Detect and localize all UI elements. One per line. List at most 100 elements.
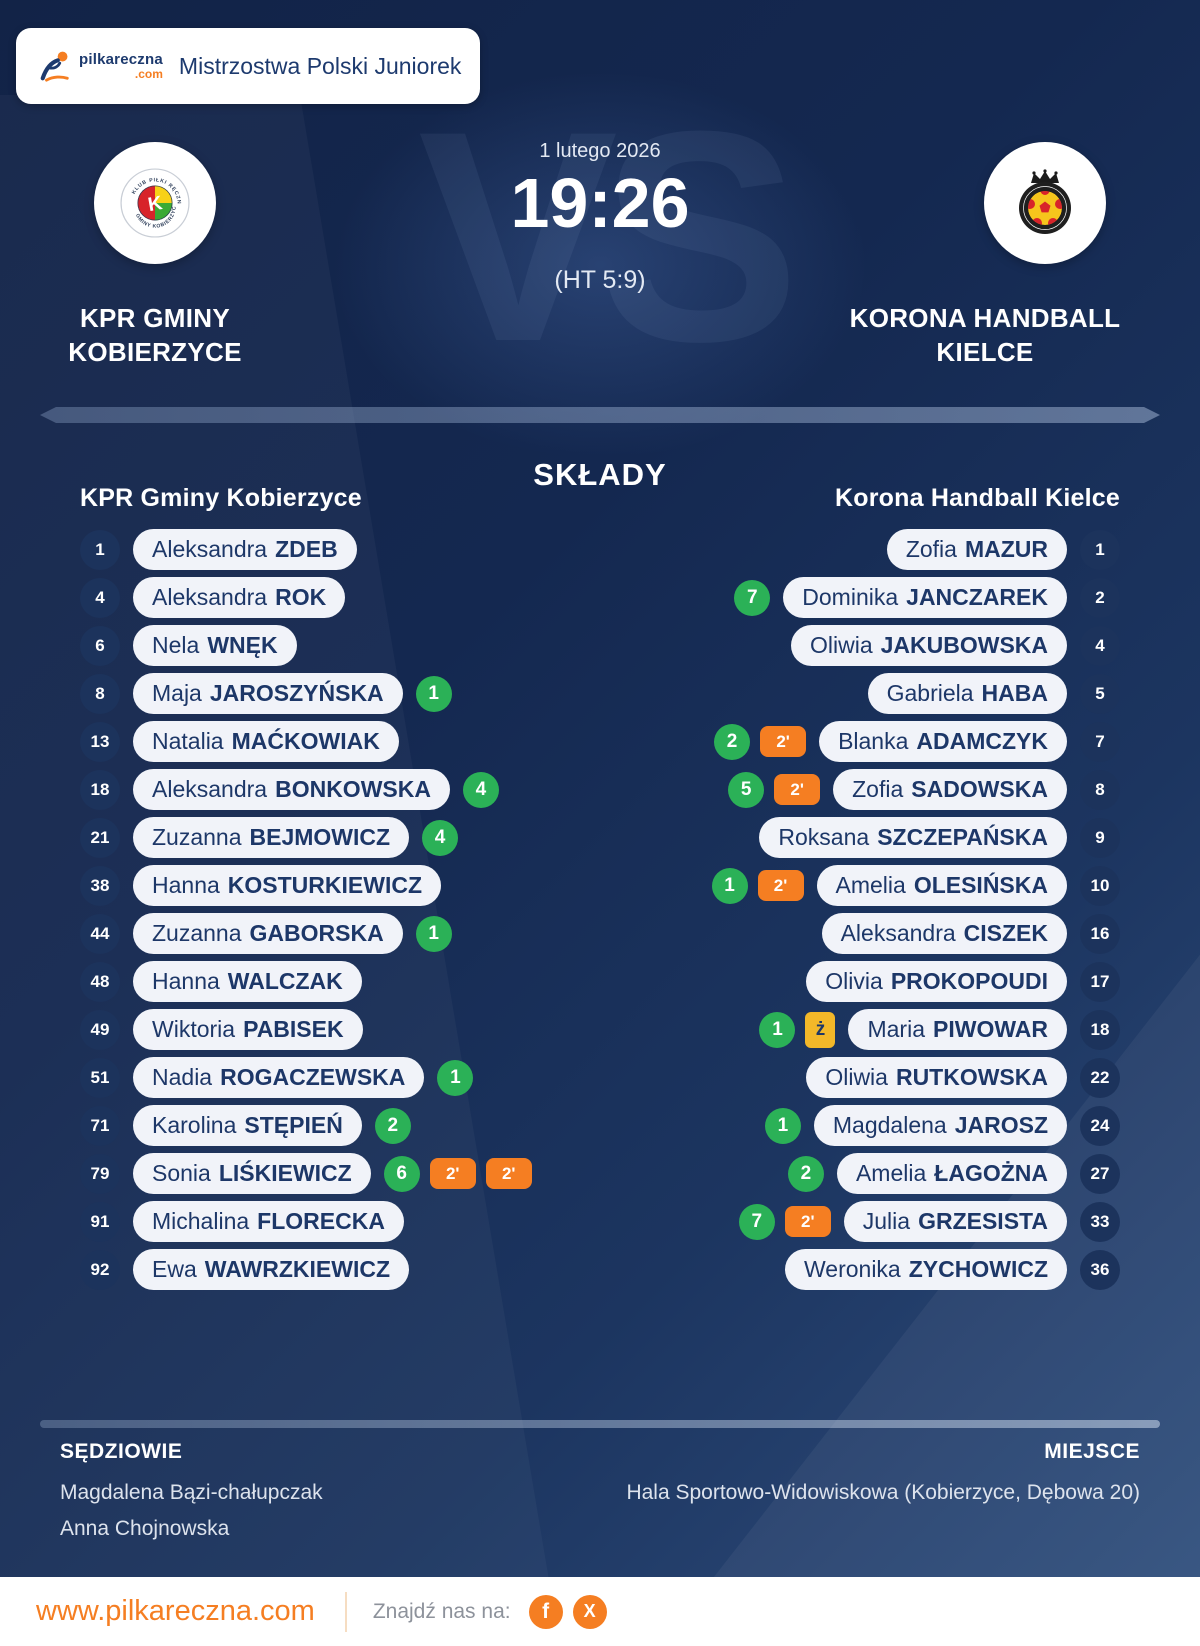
match-date: 1 lutego 2026 (539, 140, 661, 162)
player-badges: 7 2' (738, 1203, 831, 1240)
player-number: 8 (80, 673, 120, 714)
player-row: Aleksandra CISZEK 16 (612, 913, 1120, 954)
player-last-name: GABORSKA (249, 920, 384, 946)
website-link[interactable]: www.pilkareczna.com (36, 1595, 315, 1627)
player-first-name: Aleksandra (152, 584, 268, 610)
player-pill: Aleksandra BONKOWSKA (133, 769, 450, 810)
venue-block: MIEJSCE Hala Sportowo-Widowiskowa (Kobie… (626, 1440, 1140, 1547)
player-first-name: Amelia (855, 1160, 927, 1186)
player-number: 49 (80, 1009, 120, 1050)
player-first-name: Dominika (802, 584, 899, 610)
away-team-logo (984, 142, 1106, 264)
player-row: 8 Maja JAROSZYŃSKA 1 (80, 673, 588, 714)
goals-badge: 7 (734, 579, 771, 616)
player-pill: Zofia SADOWSKA (833, 769, 1067, 810)
match-center: 1 lutego 2026 19:26 (HT 5:9) (300, 140, 900, 295)
player-last-name: JANCZAREK (906, 584, 1048, 610)
korona-kielce-crest (1019, 169, 1071, 234)
player-first-name: Hanna (152, 872, 220, 898)
site-footer: www.pilkareczna.com Znajdź nas na: f X (0, 1577, 1200, 1646)
goals-badge: 1 (415, 915, 452, 952)
player-last-name: WNĘK (207, 632, 278, 658)
player-pill: Maja JAROSZYŃSKA (133, 673, 403, 714)
two-minute-suspension-badge: 2' (757, 870, 804, 901)
competition-title: Mistrzostwa Polski Juniorek (178, 52, 462, 79)
goals-badge: 1 (764, 1107, 801, 1144)
player-pill: Amelia OLESIŃSKA (816, 865, 1067, 906)
referee-name: Anna Chojnowska (60, 1517, 230, 1540)
goals-badge: 2 (374, 1107, 411, 1144)
player-last-name: HABA (981, 680, 1048, 706)
two-minute-suspension-badge: 2' (429, 1158, 476, 1189)
player-first-name: Nadia (152, 1064, 213, 1090)
goals-badge: 1 (437, 1059, 474, 1096)
away-player-list: Zofia MAZUR 1 7 Dominika JANCZAREK 2 Oliwia JAKU… (612, 529, 1120, 1290)
player-row: 2 Amelia ŁAGOŻNA 27 (612, 1153, 1120, 1194)
section-divider-top (40, 407, 1160, 423)
match-meta: SĘDZIOWIE Magdalena Bązi-chałupczak Anna… (60, 1440, 1140, 1547)
player-pill: Zuzanna BEJMOWICZ (133, 817, 410, 858)
away-lineup-team-name: Korona Handball Kielce (834, 484, 1120, 512)
player-pill: Nela WNĘK (133, 625, 297, 666)
player-first-name: Magdalena (832, 1112, 947, 1138)
player-first-name: Julia (862, 1208, 911, 1234)
player-pill: Gabriela HABA (867, 673, 1067, 714)
player-badges: 1 2' (711, 867, 804, 904)
player-badges: 5 2' (728, 771, 821, 808)
player-row: Gabriela HABA 5 (612, 673, 1120, 714)
player-first-name: Oliwia (809, 632, 873, 658)
player-row: 1 2' Amelia OLESIŃSKA 10 (612, 865, 1120, 906)
player-badges: 4 (422, 819, 459, 856)
x-twitter-icon[interactable]: X (572, 1594, 607, 1629)
player-last-name: ADAMCZYK (916, 728, 1048, 754)
player-row: Weronika ZYCHOWICZ 36 (612, 1249, 1120, 1290)
player-row: 6 Nela WNĘK (80, 625, 588, 666)
referees-block: SĘDZIOWIE Magdalena Bązi-chałupczak Anna… (60, 1440, 323, 1547)
player-number: 17 (1080, 961, 1120, 1002)
player-last-name: ZDEB (275, 536, 338, 562)
player-first-name: Aleksandra (152, 536, 268, 562)
goals-badge: 7 (738, 1203, 775, 1240)
player-row: 92 Ewa WAWRZKIEWICZ (80, 1249, 588, 1290)
player-last-name: JAROSZYŃSKA (209, 680, 384, 706)
player-pill: Maria PIWOWAR (848, 1009, 1067, 1050)
player-last-name: MAZUR (964, 536, 1048, 562)
player-pill: Amelia ŁAGOŻNA (836, 1153, 1067, 1194)
player-pill: Ewa WAWRZKIEWICZ (133, 1249, 409, 1290)
goals-badge: 2 (787, 1155, 824, 1192)
home-team-logo: KLUB PIŁKI RĘCZNEJ GMINY KOBIERZYCE K (94, 142, 216, 264)
brand-name: pilkareczna (79, 51, 163, 68)
player-pill: Natalia MAĆKOWIAK (133, 721, 399, 762)
player-last-name: KOSTURKIEWICZ (227, 872, 422, 898)
player-pill: Sonia LIŚKIEWICZ (133, 1153, 371, 1194)
player-first-name: Aleksandra (152, 776, 268, 802)
player-pill: Hanna KOSTURKIEWICZ (133, 865, 441, 906)
player-row: 18 Aleksandra BONKOWSKA 4 (80, 769, 588, 810)
player-row: 48 Hanna WALCZAK (80, 961, 588, 1002)
player-badges: 1 (415, 675, 452, 712)
player-last-name: ŁAGOŻNA (934, 1160, 1048, 1186)
player-number: 33 (1080, 1201, 1120, 1242)
player-last-name: BONKOWSKA (275, 776, 431, 802)
player-first-name: Zofia (852, 776, 904, 802)
player-pill: Zuzanna GABORSKA (133, 913, 403, 954)
player-last-name: RUTKOWSKA (895, 1064, 1048, 1090)
player-badges: 2 (374, 1107, 411, 1144)
player-number: 4 (1080, 625, 1120, 666)
facebook-icon[interactable]: f (528, 1594, 563, 1629)
player-row: 44 Zuzanna GABORSKA 1 (80, 913, 588, 954)
player-row: Oliwia RUTKOWSKA 22 (612, 1057, 1120, 1098)
player-row: Zofia MAZUR 1 (612, 529, 1120, 570)
player-number: 38 (80, 865, 120, 906)
footer-divider (344, 1591, 347, 1632)
player-number: 1 (80, 529, 120, 570)
player-row: 5 2' Zofia SADOWSKA 8 (612, 769, 1120, 810)
goals-badge: 1 (759, 1011, 796, 1048)
player-number: 51 (80, 1057, 120, 1098)
player-number: 21 (80, 817, 120, 858)
player-last-name: JAKUBOWSKA (880, 632, 1048, 658)
player-number: 9 (1080, 817, 1120, 858)
player-row: 49 Wiktoria PABISEK (80, 1009, 588, 1050)
goals-badge: 2 (714, 723, 751, 760)
player-row: 51 Nadia ROGACZEWSKA 1 (80, 1057, 588, 1098)
